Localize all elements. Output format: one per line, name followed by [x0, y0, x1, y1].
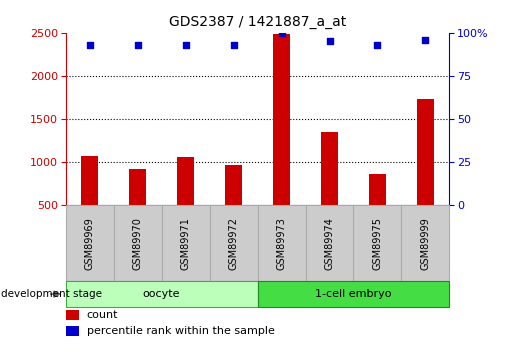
- Text: GSM89969: GSM89969: [85, 217, 94, 269]
- Bar: [401, 205, 449, 281]
- Text: 1-cell embryo: 1-cell embryo: [315, 289, 392, 299]
- Bar: [354, 205, 401, 281]
- Bar: [66, 281, 258, 307]
- Text: percentile rank within the sample: percentile rank within the sample: [87, 326, 275, 336]
- Point: [421, 37, 429, 42]
- Text: GSM89975: GSM89975: [373, 217, 382, 270]
- Bar: [162, 205, 210, 281]
- Text: GSM89973: GSM89973: [277, 217, 286, 270]
- Bar: [114, 205, 162, 281]
- Point: [181, 42, 189, 48]
- Bar: [66, 310, 79, 320]
- Bar: [81, 156, 98, 205]
- Point: [277, 30, 285, 36]
- Bar: [210, 205, 258, 281]
- Point: [373, 42, 382, 48]
- Bar: [417, 99, 434, 205]
- Bar: [258, 205, 306, 281]
- Bar: [225, 165, 242, 205]
- Bar: [369, 174, 386, 205]
- Text: GSM89974: GSM89974: [325, 217, 334, 270]
- Bar: [258, 281, 449, 307]
- Text: GSM89970: GSM89970: [133, 217, 142, 270]
- Text: development stage: development stage: [1, 289, 102, 299]
- Point: [325, 39, 333, 44]
- Bar: [321, 132, 338, 205]
- Text: GSM89971: GSM89971: [181, 217, 190, 270]
- Bar: [177, 157, 194, 205]
- Point: [133, 42, 141, 48]
- Text: count: count: [87, 310, 118, 320]
- Bar: [66, 205, 114, 281]
- Bar: [306, 205, 353, 281]
- Text: oocyte: oocyte: [143, 289, 180, 299]
- Title: GDS2387 / 1421887_a_at: GDS2387 / 1421887_a_at: [169, 15, 346, 29]
- Point: [86, 42, 94, 48]
- Point: [229, 42, 238, 48]
- Text: GSM89999: GSM89999: [421, 217, 430, 269]
- Bar: [273, 34, 290, 205]
- Text: GSM89972: GSM89972: [229, 217, 238, 270]
- Bar: [66, 326, 79, 336]
- Bar: [129, 169, 146, 205]
